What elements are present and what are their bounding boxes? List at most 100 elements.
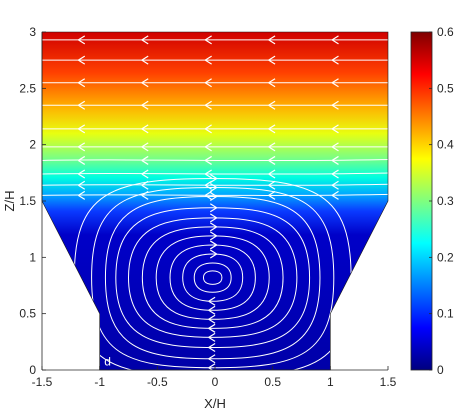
streamline-arrow (141, 55, 149, 65)
vortex-streamline (193, 262, 232, 293)
streamline-arrow (268, 55, 276, 65)
vortex-arrow (209, 182, 218, 192)
streamline-arrow (204, 142, 212, 152)
x-tick-label: -1 (94, 375, 105, 389)
x-tick-label: 0 (212, 375, 219, 389)
y-tick-label: 2 (29, 138, 36, 152)
vortex-arrow (209, 222, 218, 232)
streamline-arrow (268, 169, 276, 179)
y-tick-label: 2.5 (19, 81, 36, 95)
axes: -1.5 -1 -0.5 0 0.5 1 1.5 0 0.5 1 1.5 2 2.5 3 X/H Z/H… (2, 25, 397, 411)
colorbar-tick-label: 0 (437, 363, 444, 377)
x-tick-label: 0.5 (264, 375, 281, 389)
x-tick-label: 1 (327, 375, 334, 389)
streamline-arrow (78, 190, 86, 200)
vortex-arrow (209, 203, 218, 213)
streamline-arrow (204, 78, 212, 88)
streamline-arrow (331, 190, 339, 200)
streamline-arrow (331, 124, 339, 134)
vortex-streamline (127, 217, 298, 338)
streamline-arrow (331, 100, 339, 110)
x-tick-label: -0.5 (147, 375, 168, 389)
x-tick-label: -1.5 (32, 375, 53, 389)
y-axis-label: Z/H (2, 191, 17, 212)
streamline-arrow (268, 142, 276, 152)
x-axis-label: X/H (204, 396, 226, 411)
vortex-arrow (209, 191, 218, 202)
vortex-arrow (208, 314, 216, 324)
vortex-streamline (141, 226, 284, 329)
streamline-arrow (204, 100, 212, 110)
streamline-arrow (204, 155, 212, 165)
streamline-arrow (78, 78, 86, 88)
vortex-streamline (104, 195, 321, 360)
colorbar-tick-label: 0.2 (437, 250, 454, 264)
streamline-arrow (204, 169, 212, 179)
vortex-arrow (209, 231, 218, 241)
streamline-arrow (268, 124, 276, 134)
streamline-arrow (78, 124, 86, 134)
streamline-arrow (78, 100, 86, 110)
streamline-arrow (141, 35, 149, 45)
streamline-arrow (78, 55, 86, 65)
streamline-arrow (141, 124, 149, 134)
vortex-arrow (208, 323, 216, 333)
x-ticks: -1.5 -1 -0.5 0 0.5 1 1.5 (32, 366, 397, 389)
streamlines (42, 35, 388, 370)
x-tick-label: 1.5 (380, 375, 397, 389)
vortex-arrow (209, 240, 218, 250)
streamline-arrow (331, 180, 339, 190)
y-tick-label: 0 (29, 363, 36, 377)
streamline-arrow (268, 78, 276, 88)
streamline-arrow (331, 78, 339, 88)
streamline-arrow (204, 35, 212, 45)
streamline-arrow (78, 169, 86, 179)
colorbar-tick-label: 0.1 (437, 307, 454, 321)
colorbar-tick-label: 0.4 (437, 138, 454, 152)
vortex-streamline (182, 253, 244, 302)
y-tick-label: 1.5 (19, 194, 36, 208)
vortex-streamline (91, 186, 335, 369)
streamline-arrow (331, 35, 339, 45)
y-ticks: 0 0.5 1 1.5 2 2.5 3 (19, 25, 46, 377)
streamline-arrow (268, 35, 276, 45)
streamline-arrow (141, 142, 149, 152)
streamline-arrow (204, 124, 212, 134)
vortex-arrow (208, 342, 216, 352)
vortex-arrow (209, 213, 218, 223)
streamline-arrow (268, 155, 276, 165)
vortex-streamline (155, 235, 270, 320)
vortex-streamline (202, 270, 223, 285)
y-tick-label: 0.5 (19, 307, 36, 321)
streamline-arrow (78, 142, 86, 152)
colorbar-tick-label: 0.6 (437, 25, 454, 39)
plot-area (41, 31, 389, 371)
streamline-arrow (268, 100, 276, 110)
streamline-arrow (204, 55, 212, 65)
streamline-arrow (141, 78, 149, 88)
streamline-arrow (331, 169, 339, 179)
vortex-arrow (208, 332, 216, 342)
streamline-arrow (141, 155, 149, 165)
streamline-arrow (331, 155, 339, 165)
streamline-arrow (331, 142, 339, 152)
colorbar-ticks: 0 0.1 0.2 0.3 0.4 0.5 0.6 (429, 25, 454, 377)
vortex-arrow (208, 305, 216, 315)
streamline-arrow (78, 180, 86, 190)
annotation-d: d (104, 354, 111, 368)
y-tick-label: 3 (29, 25, 36, 39)
y-tick-label: 1 (29, 250, 36, 264)
streamline-arrow (78, 155, 86, 165)
vortex-streamline (115, 207, 311, 348)
vortex-arrow (208, 354, 216, 364)
streamline-arrow (78, 35, 86, 45)
vortex-streamline (169, 244, 256, 311)
colorbar-tick-label: 0.5 (437, 81, 454, 95)
domain-outline (41, 31, 389, 371)
streamline-arrow (141, 169, 149, 179)
colorbar-bar (410, 31, 433, 371)
vortex-arrow (209, 173, 218, 183)
streamline-arrow (141, 100, 149, 110)
colorbar: 0 0.1 0.2 0.3 0.4 0.5 0.6 (410, 25, 454, 377)
